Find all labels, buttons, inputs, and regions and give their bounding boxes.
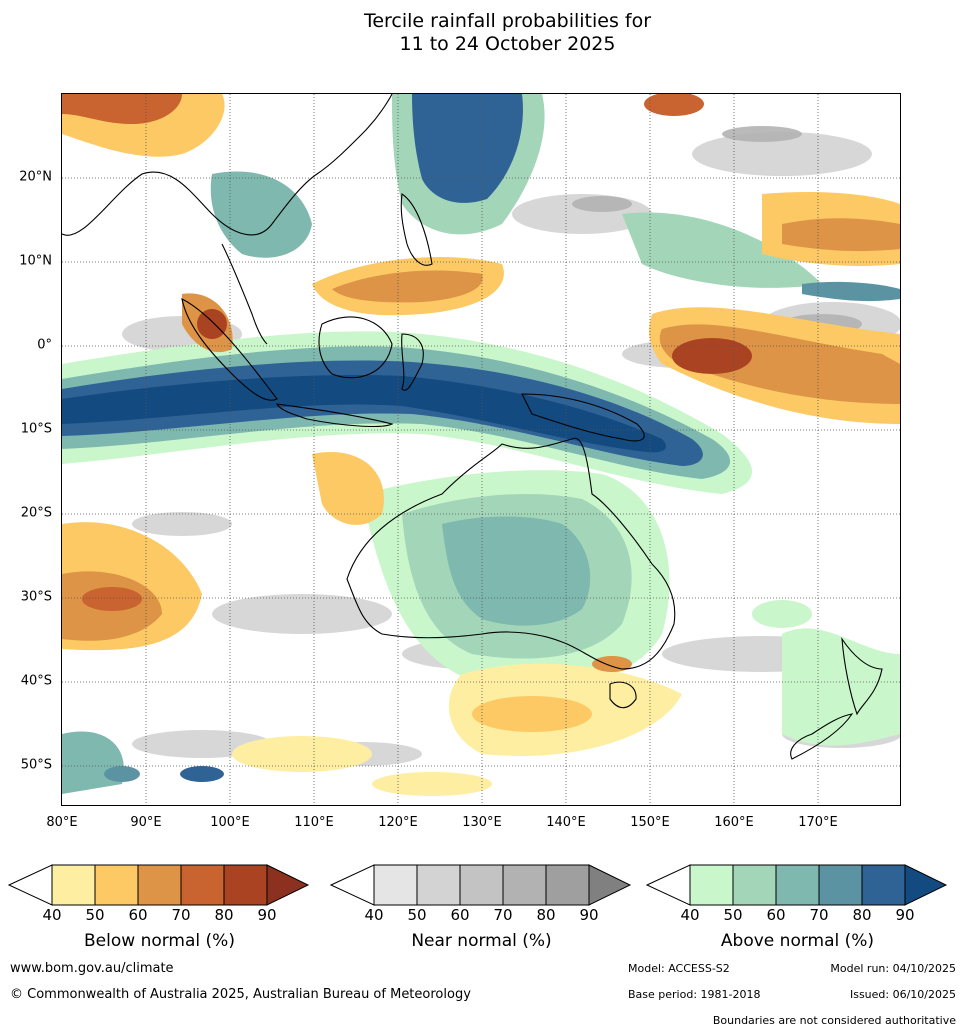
lat-label-20s: 20°S (20, 505, 52, 521)
philippines-coastline (400, 193, 433, 266)
above-normal-swatch-40-50 (690, 865, 733, 905)
near-normal-swatch-60-70 (460, 865, 503, 905)
lon-label-130e: 130°E (462, 815, 502, 830)
base-period: Base period: 1981-2018 (628, 988, 761, 1001)
near-tick-60: 60 (450, 906, 470, 924)
model-run-date: Model run: 04/10/2025 (830, 962, 956, 975)
below-tick-90: 90 (257, 906, 277, 924)
above-normal-title: Above normal (%) (720, 931, 875, 951)
below-tick-60: 60 (128, 906, 148, 924)
near-normal-swatch-50-60 (417, 865, 460, 905)
lat-label-50s: 50°S (20, 757, 52, 773)
new-guinea-coastline (521, 393, 645, 442)
above-tick-50: 50 (723, 906, 743, 924)
model-name: Model: ACCESS-S2 (628, 962, 730, 975)
sulawesi-coastline (401, 333, 424, 391)
lat-label-0: 0° (37, 337, 52, 353)
lat-label-40s: 40°S (20, 673, 52, 689)
near-normal-under-arrow (330, 864, 375, 906)
below-tick-70: 70 (171, 906, 191, 924)
below-tick-80: 80 (214, 906, 234, 924)
map-title: Tercile rainfall probabilities for 11 to… (0, 10, 965, 56)
lon-label-90e: 90°E (130, 815, 162, 830)
above-normal-over-arrow (904, 864, 948, 906)
near-tick-90: 90 (579, 906, 599, 924)
near-tick-80: 80 (536, 906, 556, 924)
above-normal-patches (62, 94, 900, 794)
above-normal-swatch-80-90 (862, 865, 905, 905)
lon-label-160e: 160°E (714, 815, 754, 830)
below-normal-swatch-80-90 (224, 865, 267, 905)
near-tick-70: 70 (493, 906, 513, 924)
above-normal-under-arrow (646, 864, 691, 906)
below-normal-colorbar (8, 864, 310, 906)
lon-label-170e: 170°E (798, 815, 838, 830)
borneo-coastline (318, 316, 393, 379)
lon-label-120e: 120°E (378, 815, 418, 830)
title-line-2: 11 to 24 October 2025 (399, 33, 616, 55)
lon-label-80e: 80°E (46, 815, 78, 830)
near-normal-colorbar (330, 864, 632, 906)
below-normal-title: Below normal (%) (84, 931, 235, 951)
tasmania-coastline (609, 681, 637, 709)
below-tick-40: 40 (42, 906, 62, 924)
below-normal-patches (62, 94, 900, 796)
above-normal-swatch-60-70 (776, 865, 819, 905)
near-normal-swatch-80-90 (546, 865, 589, 905)
below-normal-swatch-70-80 (181, 865, 224, 905)
near-normal-title: Near normal (%) (411, 931, 552, 951)
mainland-asia-coastline (62, 94, 393, 236)
copyright-notice: © Commonwealth of Australia 2025, Austra… (10, 987, 471, 1002)
above-tick-40: 40 (680, 906, 700, 924)
java-coastline (276, 403, 394, 427)
new-zealand-north-coastline (841, 636, 883, 716)
near-normal-swatch-40-50 (374, 865, 417, 905)
website-link[interactable]: www.bom.gov.au/climate (10, 961, 174, 976)
near-tick-50: 50 (407, 906, 427, 924)
above-tick-70: 70 (809, 906, 829, 924)
malay-peninsula-coastline (221, 243, 268, 345)
below-normal-under-arrow (8, 864, 53, 906)
lat-label-20n: 20°N (19, 169, 52, 185)
below-normal-over-arrow (266, 864, 310, 906)
lat-label-10s: 10°S (20, 421, 52, 437)
above-tick-60: 60 (766, 906, 786, 924)
new-zealand-south-coastline (790, 713, 854, 760)
lon-label-150e: 150°E (630, 815, 670, 830)
lat-label-10n: 10°N (19, 253, 52, 269)
near-normal-over-arrow (588, 864, 632, 906)
above-normal-swatch-70-80 (819, 865, 862, 905)
above-normal-swatch-50-60 (733, 865, 776, 905)
above-tick-80: 80 (852, 906, 872, 924)
above-tick-90: 90 (895, 906, 915, 924)
lon-label-100e: 100°E (210, 815, 250, 830)
issued-date: Issued: 06/10/2025 (849, 988, 956, 1001)
lat-label-30s: 30°S (20, 589, 52, 605)
sumatra-coastline (181, 298, 278, 401)
map-canvas (62, 94, 900, 805)
rainfall-probability-map (61, 93, 901, 806)
australia-coastline (346, 437, 676, 670)
below-normal-swatch-60-70 (138, 865, 181, 905)
above-normal-colorbar (646, 864, 948, 906)
below-normal-swatch-50-60 (95, 865, 138, 905)
near-tick-40: 40 (364, 906, 384, 924)
boundaries-disclaimer: Boundaries are not considered authoritat… (712, 1014, 956, 1027)
below-tick-50: 50 (85, 906, 105, 924)
near-normal-swatch-70-80 (503, 865, 546, 905)
lon-label-110e: 110°E (294, 815, 334, 830)
coastlines (62, 94, 883, 760)
lon-label-140e: 140°E (546, 815, 586, 830)
title-line-1: Tercile rainfall probabilities for (363, 10, 652, 32)
below-normal-swatch-40-50 (52, 865, 95, 905)
